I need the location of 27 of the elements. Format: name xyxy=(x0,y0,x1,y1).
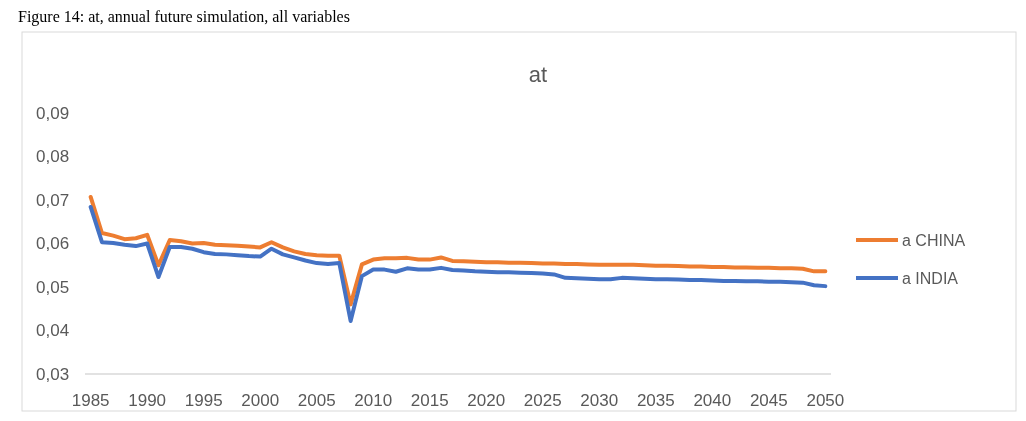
y-tick-label: 0,05 xyxy=(36,277,70,297)
x-tick-label: 2030 xyxy=(580,391,619,410)
x-tick-label: 2020 xyxy=(467,391,506,410)
x-tick-label: 2050 xyxy=(806,391,845,410)
y-tick-label: 0,03 xyxy=(36,364,70,384)
x-tick-label: 2035 xyxy=(636,391,675,410)
x-tick-label: 2010 xyxy=(354,391,393,410)
y-tick-label: 0,06 xyxy=(36,234,70,254)
chart-title: at xyxy=(528,62,548,87)
x-tick-label: 2025 xyxy=(523,391,562,410)
y-tick-label: 0,08 xyxy=(36,147,70,167)
legend-label: a INDIA xyxy=(902,269,959,287)
x-tick-label: 2015 xyxy=(410,391,449,410)
line-series xyxy=(88,204,828,323)
x-tick-label: 1985 xyxy=(71,391,110,410)
y-tick-label: 0,07 xyxy=(36,190,70,210)
y-tick-label: 0,04 xyxy=(36,321,70,341)
x-tick-label: 2045 xyxy=(749,391,788,410)
x-tick-label: 1995 xyxy=(184,391,223,410)
x-tick-label: 2005 xyxy=(297,391,336,410)
line-series xyxy=(88,194,828,307)
y-tick-label: 0,09 xyxy=(36,103,70,123)
caption: Figure 14: at, annual future simulation, all variables xyxy=(18,8,350,26)
x-tick-label: 2000 xyxy=(241,391,280,410)
x-tick-label: 1990 xyxy=(128,391,167,410)
legend-label: a CHINA xyxy=(902,231,966,249)
x-tick-label: 2040 xyxy=(693,391,732,410)
